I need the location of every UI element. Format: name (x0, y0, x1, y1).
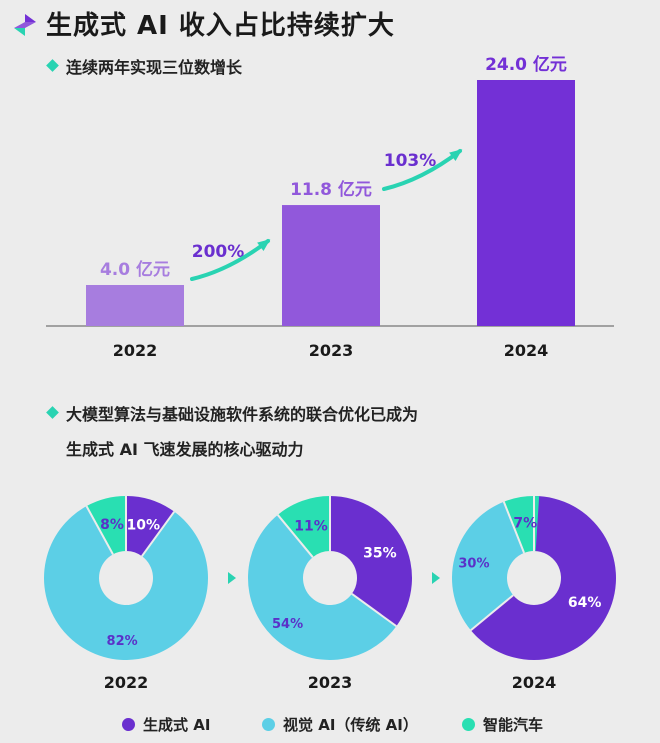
slice-value-label: 64% (568, 595, 602, 611)
bar-2024 (477, 80, 575, 326)
donut-slice-vision-ai (247, 514, 397, 661)
donut-slice-auto (277, 496, 330, 558)
growth-arrow-icon (190, 239, 271, 281)
donut-slice-auto (86, 496, 126, 555)
bar-2022 (86, 285, 184, 326)
donut-slice-gen-ai (126, 496, 175, 557)
growth-arrow-icon (382, 149, 463, 191)
slice-value-label: 11% (294, 518, 328, 534)
chevron-right-icon (228, 572, 236, 584)
legend-item-gen-ai: 生成式 AI (122, 714, 210, 735)
bar-value-label: 4.0 亿元 (100, 259, 170, 280)
donut-hole (100, 552, 152, 604)
bar-2023 (282, 205, 380, 326)
donut-year-label: 2024 (512, 673, 557, 692)
slice-value-label: 82% (107, 634, 138, 649)
revenue-share-donut-charts: 10% 82% 8% 2022 35% 54% 11% 2023 64% 30% 7% 2024 (43, 496, 616, 692)
donut-year-label: 2023 (308, 673, 353, 692)
donut-hole (508, 552, 560, 604)
growth-label: 103% (384, 151, 437, 171)
subtitle-driver-line2: 生成式 AI 飞速发展的核心驱动力 (66, 440, 304, 459)
slice-value-label: 54% (272, 617, 303, 632)
chevron-right-icon (432, 572, 440, 584)
brand-logo-icon (14, 14, 36, 36)
legend-dot-icon (262, 718, 275, 731)
donut-year-label: 2022 (104, 673, 149, 692)
donut-slice-vision-ai (451, 501, 525, 631)
slice-value-label: 30% (458, 557, 489, 572)
legend-label: 视觉 AI（传统 AI） (283, 716, 418, 734)
slice-separator (276, 514, 314, 558)
slice-value-label: 10% (127, 518, 161, 534)
donut-slice-gen-ai (330, 496, 412, 627)
growth-label: 200% (192, 242, 245, 262)
x-tick-label: 2022 (113, 341, 158, 360)
legend-label: 生成式 AI (143, 716, 211, 734)
slice-value-label: 35% (363, 546, 397, 562)
bullet-diamond-icon (46, 406, 59, 419)
revenue-bar-chart: 4.0 亿元 2022 11.8 亿元 2023 24.0 亿元 2024 200% 103% (46, 54, 614, 360)
donut-2024: 64% 30% 7% (451, 496, 616, 660)
legend-item-auto: 智能汽车 (462, 714, 543, 735)
slice-separator (85, 505, 114, 555)
slice-separator (141, 511, 176, 557)
donut-slice-auto (503, 496, 540, 553)
donut-slice-gen-ai (470, 496, 616, 660)
legend-item-vision-ai: 视觉 AI（传统 AI） (262, 714, 418, 735)
x-tick-label: 2023 (309, 341, 354, 360)
donut-2022: 10% 82% 8% (43, 496, 208, 660)
legend-dot-icon (462, 718, 475, 731)
page-title: 生成式 AI 收入占比持续扩大 (46, 11, 395, 41)
donut-2023: 35% 54% 11% (247, 496, 412, 661)
donut-hole (304, 552, 356, 604)
legend-dot-icon (122, 718, 135, 731)
slice-separator (351, 593, 397, 628)
donut-slice-vision-ai (43, 506, 208, 660)
slice-value-label: 8% (100, 517, 124, 533)
slice-value-label: 7% (513, 516, 537, 532)
x-tick-label: 2024 (504, 341, 549, 360)
subtitle-driver-line1: 大模型算法与基础设施软件系统的联合优化已成为 (66, 405, 419, 424)
slice-separator (502, 501, 525, 554)
bar-value-label: 11.8 亿元 (290, 179, 372, 200)
bar-value-label: 24.0 亿元 (485, 54, 567, 75)
legend-label: 智能汽车 (483, 716, 544, 734)
chart-legend: 生成式 AI 视觉 AI（传统 AI） 智能汽车 (0, 714, 660, 738)
slice-separator (470, 594, 514, 632)
subtitle-growth: 连续两年实现三位数增长 (66, 58, 243, 77)
